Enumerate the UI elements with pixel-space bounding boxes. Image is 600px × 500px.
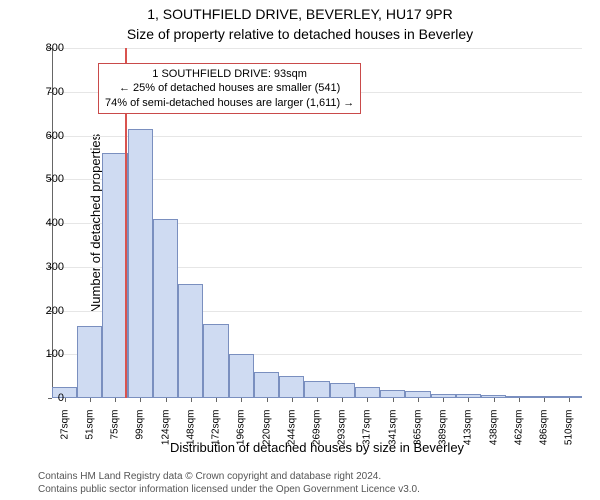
- y-tick-label: 300: [36, 261, 64, 273]
- x-tick-label: 124sqm: [160, 410, 171, 470]
- x-tick-mark: [140, 398, 141, 402]
- x-tick-label: 196sqm: [236, 410, 247, 470]
- x-tick-mark: [65, 398, 66, 402]
- histogram-bar: [178, 284, 203, 398]
- x-tick-mark: [90, 398, 91, 402]
- x-tick-label: 510sqm: [564, 410, 575, 470]
- x-tick-mark: [267, 398, 268, 402]
- x-tick-label: 317sqm: [362, 410, 373, 470]
- marker-annotation-box: 1 SOUTHFIELD DRIVE: 93sqm ← 25% of detac…: [98, 63, 361, 114]
- x-tick-mark: [342, 398, 343, 402]
- y-tick-label: 0: [36, 392, 64, 404]
- x-tick-label: 269sqm: [312, 410, 323, 470]
- histogram-bar: [330, 383, 355, 398]
- x-tick-mark: [519, 398, 520, 402]
- x-tick-mark: [443, 398, 444, 402]
- histogram-bar: [153, 219, 178, 398]
- y-tick-label: 100: [36, 348, 64, 360]
- y-tick-label: 600: [36, 130, 64, 142]
- x-tick-mark: [494, 398, 495, 402]
- x-tick-label: 220sqm: [261, 410, 272, 470]
- footer-line-1: Contains HM Land Registry data © Crown c…: [38, 470, 420, 483]
- x-tick-label: 99sqm: [135, 410, 146, 470]
- histogram-bar: [279, 376, 304, 398]
- y-tick-label: 400: [36, 217, 64, 229]
- page-subtitle: Size of property relative to detached ho…: [0, 26, 600, 42]
- x-tick-label: 27sqm: [59, 410, 70, 470]
- footer-line-2: Contains public sector information licen…: [38, 483, 420, 496]
- y-tick-label: 700: [36, 86, 64, 98]
- histogram-bar: [128, 129, 153, 398]
- x-tick-label: 75sqm: [110, 410, 121, 470]
- x-tick-mark: [191, 398, 192, 402]
- x-tick-label: 365sqm: [412, 410, 423, 470]
- x-tick-mark: [166, 398, 167, 402]
- x-tick-mark: [292, 398, 293, 402]
- x-tick-mark: [393, 398, 394, 402]
- histogram-bar: [229, 354, 254, 398]
- x-tick-mark: [241, 398, 242, 402]
- x-tick-label: 244sqm: [286, 410, 297, 470]
- x-tick-label: 486sqm: [539, 410, 550, 470]
- x-tick-mark: [418, 398, 419, 402]
- x-tick-mark: [216, 398, 217, 402]
- histogram-bar: [304, 381, 329, 399]
- annotation-line-3: 74% of semi-detached houses are larger (…: [105, 96, 354, 110]
- annotation-line-1: 1 SOUTHFIELD DRIVE: 93sqm: [105, 67, 354, 81]
- page-title: 1, SOUTHFIELD DRIVE, BEVERLEY, HU17 9PR: [0, 6, 600, 22]
- grid-line: [52, 48, 582, 49]
- x-tick-label: 172sqm: [211, 410, 222, 470]
- x-tick-mark: [468, 398, 469, 402]
- y-tick-label: 800: [36, 42, 64, 54]
- x-tick-label: 148sqm: [185, 410, 196, 470]
- x-tick-mark: [115, 398, 116, 402]
- x-tick-label: 51sqm: [84, 410, 95, 470]
- x-tick-label: 462sqm: [513, 410, 524, 470]
- x-tick-label: 413sqm: [463, 410, 474, 470]
- x-tick-mark: [367, 398, 368, 402]
- x-tick-mark: [544, 398, 545, 402]
- histogram-bar: [380, 390, 405, 398]
- x-tick-label: 438sqm: [488, 410, 499, 470]
- x-tick-label: 293sqm: [337, 410, 348, 470]
- attribution-footer: Contains HM Land Registry data © Crown c…: [38, 470, 420, 496]
- x-tick-label: 389sqm: [438, 410, 449, 470]
- histogram-bar: [355, 387, 380, 398]
- annotation-line-2: ← 25% of detached houses are smaller (54…: [105, 81, 354, 95]
- x-tick-mark: [317, 398, 318, 402]
- y-tick-label: 200: [36, 305, 64, 317]
- x-tick-label: 341sqm: [387, 410, 398, 470]
- histogram-bar: [203, 324, 228, 398]
- x-tick-mark: [569, 398, 570, 402]
- y-tick-label: 500: [36, 173, 64, 185]
- histogram-bar: [254, 372, 279, 398]
- histogram-bar: [77, 326, 102, 398]
